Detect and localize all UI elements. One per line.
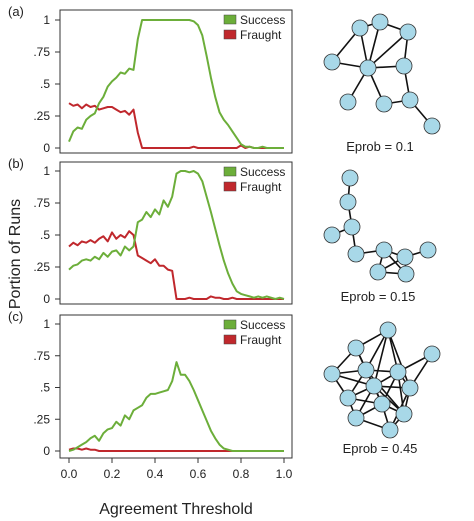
x-tick-label: 0.0 [61,467,78,481]
chart-panels: (a)0.25.5.751 SuccessFraught(b)0.25.5.751… [8,4,293,481]
network-node [339,389,357,407]
network-caption: Eprob = 0.1 [346,139,414,154]
network-node [347,245,365,263]
y-tick-label: .75 [33,196,50,210]
network-caption: Eprob = 0.15 [341,289,416,304]
network-node [375,95,393,113]
x-tick-label: 1.0 [276,467,293,481]
network-diagram-1: Eprob = 0.1 [323,13,441,154]
legend-label-success: Success [240,318,285,332]
network-node [401,379,419,397]
plot-frame [59,314,293,459]
panel-label: (c) [8,309,23,324]
y-tick-label: 1 [43,164,50,178]
network-diagram-3: Eprob = 0.45 [323,321,441,456]
series-line-fraught [68,102,284,149]
x-tick-label: 0.8 [233,467,250,481]
legend-label-success: Success [240,13,285,27]
y-tick-label: 0 [43,292,50,306]
network-node [397,265,415,283]
legend-swatch-success [223,14,237,25]
network-node [347,339,365,357]
y-tick-label: .75 [33,349,50,363]
network-node [365,377,383,395]
network-node [395,57,413,75]
y-tick-label: .25 [33,412,50,426]
network-edge [387,329,411,389]
x-tick-label: 0.2 [104,467,121,481]
plot-frame [59,161,293,305]
series-line-success [68,361,284,452]
y-tick-label: .75 [33,45,50,59]
legend-label-fraught: Fraught [240,333,282,347]
network-edge [365,369,405,415]
network-node [341,169,359,187]
network-node [371,13,389,31]
y-tick-label: 1 [43,317,50,331]
network-node [323,365,341,383]
network-diagram-2: Eprob = 0.15 [323,169,437,304]
network-node [423,117,441,135]
network-node [395,405,413,423]
legend-label-fraught: Fraught [240,28,282,42]
network-edge [373,329,389,387]
panel-label: (a) [8,4,24,19]
network-node [357,361,375,379]
legend-swatch-fraught [223,181,237,192]
network-node [323,53,341,71]
y-tick-label: .25 [33,109,50,123]
network-node [381,421,399,439]
network-node [401,91,419,109]
network-node [389,363,407,381]
network-node [396,248,414,266]
panel-label: (b) [8,156,24,171]
network-node [423,345,441,363]
network-node [359,59,377,77]
network-node [419,241,437,259]
network-edge [367,31,409,69]
network-caption: Eprob = 0.45 [343,441,418,456]
network-node [379,321,397,339]
y-tick-label: .5 [40,381,50,395]
chart-panel-3: (c) 0 .25 .5 .75 1 0.0 0.2 0.4 0.6 0.8 1.0 SuccessFr… [8,309,293,481]
network-node [351,19,369,37]
network-node [323,226,341,244]
legend-label-success: Success [240,165,285,179]
series-line-fraught [68,230,284,300]
legend-swatch-success [223,166,237,177]
network-node [343,218,361,236]
network-diagrams: Eprob = 0.1 Eprob = 0.15 Eprob = 0.45 [323,13,441,456]
legend-swatch-fraught [223,29,237,40]
x-tick-label: 0.4 [147,467,164,481]
network-node [347,409,365,427]
y-tick-label: .25 [33,260,50,274]
network-node [373,395,391,413]
y-tick-label: .5 [40,77,50,91]
legend-label-fraught: Fraught [240,180,282,194]
series-line-success [68,170,285,300]
series-line-success [68,19,284,149]
x-axis-label: Agreement Threshold [99,501,253,518]
network-node [369,263,387,281]
y-axis-label: Portion of Runs [7,199,24,309]
x-tick-label: 0.6 [190,467,207,481]
network-node [399,23,417,41]
y-tick-label: 0 [43,444,50,458]
y-tick-label: 0 [43,141,50,155]
plot-frame [59,9,293,154]
network-node [339,93,357,111]
legend-swatch-fraught [223,334,237,345]
y-tick-label: 1 [43,13,50,27]
network-node [375,241,393,259]
network-node [339,193,357,211]
y-tick-label: .5 [40,228,50,242]
legend-swatch-success [223,319,237,330]
